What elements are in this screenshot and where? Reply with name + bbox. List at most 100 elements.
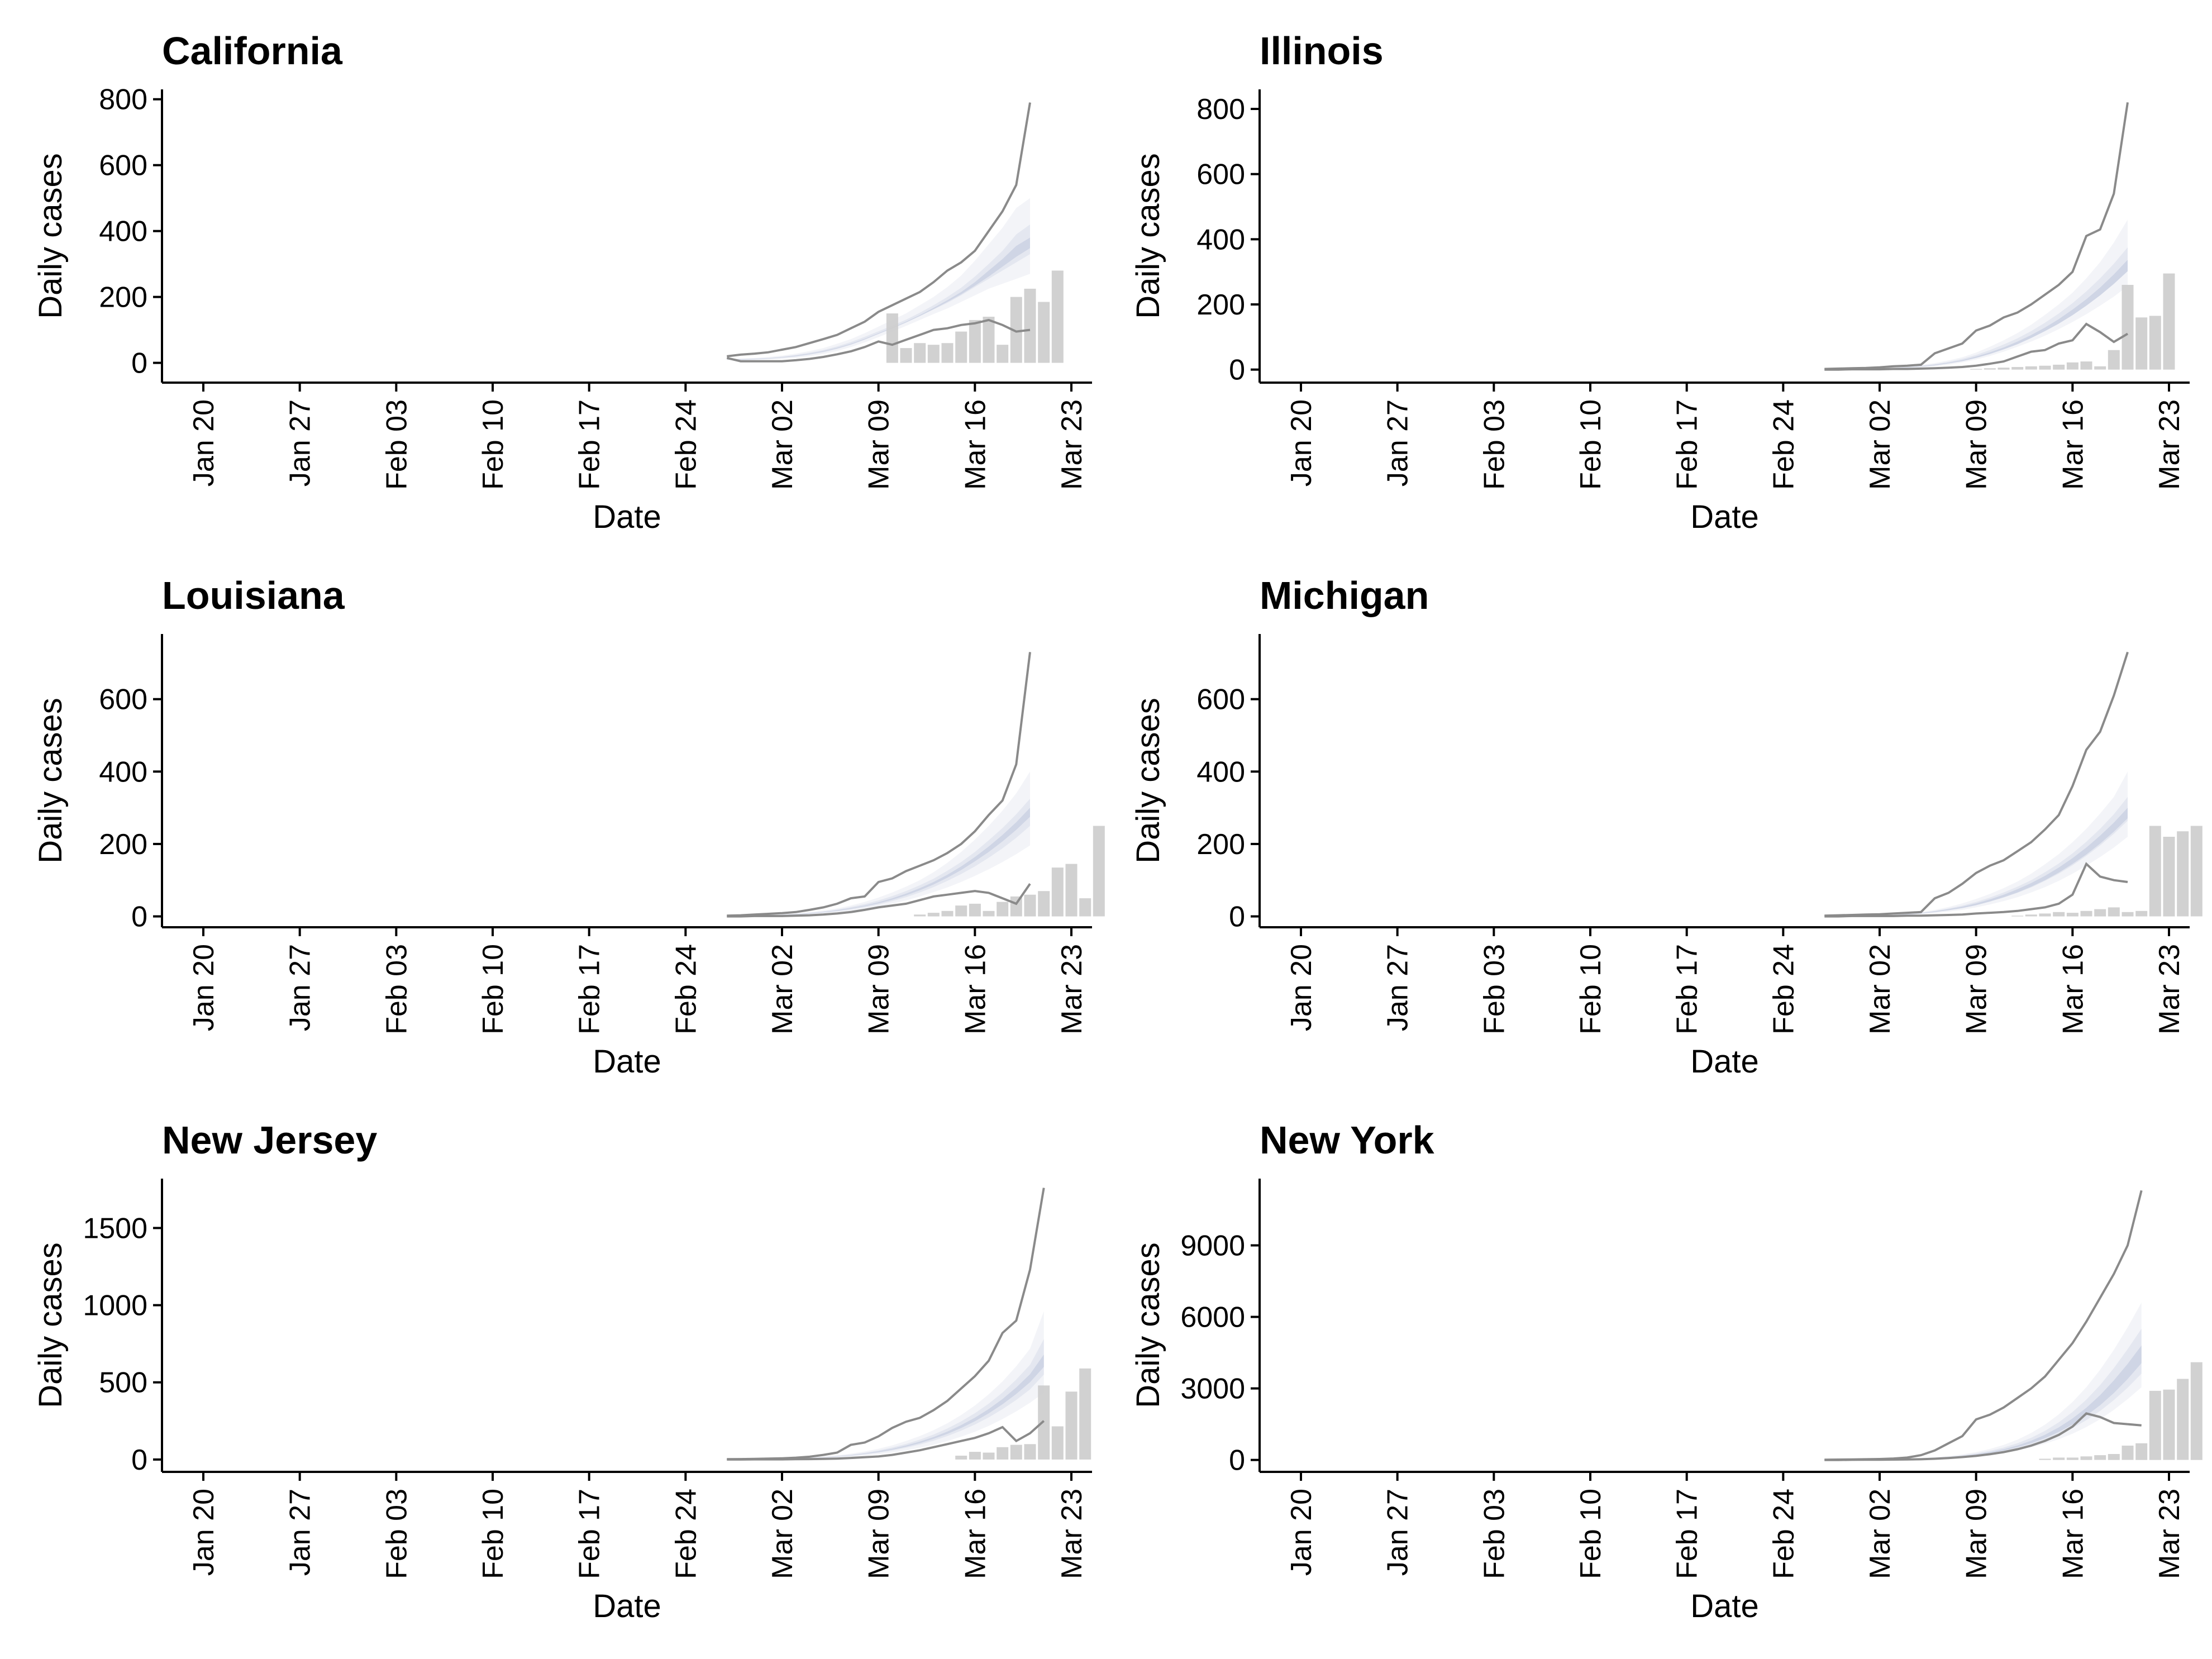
band-mid xyxy=(727,798,1030,916)
panel-title: California xyxy=(162,29,343,73)
lower-bound-line xyxy=(727,1420,1045,1461)
case-bar xyxy=(2122,912,2134,917)
chart-panel-4: New Jersey 0 500 1000 1500 Jan 20 Jan 27 Feb 03… xyxy=(32,1118,1092,1624)
y-axis-title: Daily cases xyxy=(32,153,69,319)
x-tick-label: Jan 27 xyxy=(1382,399,1414,487)
case-bar xyxy=(2066,913,2078,917)
y-axis-title: Daily cases xyxy=(1130,1242,1166,1408)
chart-panel-2: Louisiana 0 200 400 600 Jan 20 Jan 27 Feb 03 Feb… xyxy=(32,574,1105,1080)
x-tick-label: Mar 02 xyxy=(1864,944,1896,1035)
lower-bound-line xyxy=(1824,322,2129,371)
x-tick-label: Mar 09 xyxy=(863,1489,895,1579)
x-tick-label: Mar 09 xyxy=(1961,944,1993,1035)
case-bar xyxy=(1010,297,1022,363)
x-tick-label: Jan 27 xyxy=(284,1489,317,1576)
y-tick-label: 500 xyxy=(99,1367,147,1399)
case-bar xyxy=(1024,288,1036,363)
band-outer xyxy=(727,771,1030,917)
y-tick-label: 400 xyxy=(1196,756,1245,788)
x-tick-label: Mar 16 xyxy=(959,1489,991,1579)
y-tick-label: 400 xyxy=(99,216,147,248)
case-bar xyxy=(969,320,981,363)
y-tick-label: 200 xyxy=(99,282,147,314)
case-bar xyxy=(1038,1385,1050,1460)
x-tick-label: Mar 16 xyxy=(2057,944,2089,1035)
x-tick-label: Feb 17 xyxy=(1671,1489,1704,1579)
case-bar xyxy=(2025,914,2037,917)
x-tick-label: Feb 03 xyxy=(1478,1489,1510,1579)
case-bar xyxy=(2163,837,2175,917)
chart-panel-3: Michigan 0 200 400 600 Jan 20 Jan 27 Feb 03 Feb … xyxy=(1130,574,2203,1080)
x-tick-label: Mar 16 xyxy=(2057,1489,2089,1579)
case-bar xyxy=(914,343,926,363)
case-bar xyxy=(955,331,967,363)
x-tick-label: Mar 16 xyxy=(2057,399,2089,490)
x-tick-label: Mar 23 xyxy=(2153,1489,2186,1579)
x-tick-label: Jan 20 xyxy=(1285,399,1318,487)
y-axis-title: Daily cases xyxy=(1130,153,1166,319)
y-axis-title: Daily cases xyxy=(1130,698,1166,864)
x-tick-label: Mar 23 xyxy=(2153,399,2186,490)
case-bar xyxy=(1024,1444,1036,1460)
case-bar xyxy=(2080,1456,2092,1460)
case-bar xyxy=(941,910,954,917)
case-bar xyxy=(886,313,898,363)
x-tick-label: Mar 16 xyxy=(959,399,991,490)
chart-panel-5: New York 0 3000 6000 9000 Jan 20 Jan 27 Feb 03 F… xyxy=(1130,1118,2203,1624)
case-bar xyxy=(1010,1445,1022,1460)
x-tick-label: Mar 02 xyxy=(766,1489,799,1579)
case-bar xyxy=(1024,894,1036,917)
y-tick-label: 1500 xyxy=(83,1212,147,1245)
y-tick-label: 0 xyxy=(1229,354,1245,387)
upper-bound-line xyxy=(1824,102,2129,370)
y-tick-label: 600 xyxy=(99,150,147,182)
case-bar xyxy=(1984,368,1996,370)
band-inner xyxy=(727,808,1030,916)
case-bar xyxy=(1065,864,1078,917)
y-axis-title: Daily cases xyxy=(32,1242,69,1408)
case-bar xyxy=(955,1456,967,1460)
case-bar xyxy=(2011,367,2024,370)
x-tick-label: Mar 16 xyxy=(959,944,991,1035)
x-tick-label: Mar 09 xyxy=(1961,399,1993,490)
case-bar xyxy=(969,903,981,917)
case-bar xyxy=(969,1452,981,1460)
x-tick-label: Feb 17 xyxy=(1671,399,1704,490)
y-tick-label: 600 xyxy=(99,684,147,716)
panel-title: New York xyxy=(1260,1118,1434,1162)
case-bar xyxy=(2163,273,2175,370)
case-bar xyxy=(2053,912,2065,917)
upper-bound-line xyxy=(1824,651,2129,917)
x-tick-label: Jan 20 xyxy=(188,1489,220,1576)
case-bar xyxy=(2025,366,2037,370)
case-bar xyxy=(2039,1458,2051,1460)
case-bar xyxy=(1051,270,1064,363)
case-bar xyxy=(2177,831,2189,917)
upper-bound-line xyxy=(727,652,1031,917)
x-tick-label: Jan 20 xyxy=(1285,1489,1318,1576)
panel-title: Louisiana xyxy=(162,574,345,617)
x-tick-label: Feb 03 xyxy=(380,944,413,1035)
x-tick-label: Mar 23 xyxy=(1056,1489,1088,1579)
case-bar xyxy=(1065,1391,1078,1460)
case-bar xyxy=(900,348,912,363)
y-tick-label: 1000 xyxy=(83,1290,147,1322)
panel-title: Michigan xyxy=(1260,574,1429,617)
case-bar xyxy=(2108,350,2120,370)
x-tick-label: Mar 02 xyxy=(766,399,799,490)
x-tick-label: Feb 24 xyxy=(1767,944,1800,1035)
y-tick-label: 0 xyxy=(131,901,147,933)
x-tick-label: Feb 24 xyxy=(1767,1489,1800,1579)
x-tick-label: Jan 20 xyxy=(1285,944,1318,1031)
case-bar xyxy=(2108,907,2120,917)
case-bar xyxy=(2163,1389,2175,1460)
case-bar xyxy=(2149,1390,2161,1460)
case-bar xyxy=(2066,1457,2078,1460)
x-tick-label: Mar 09 xyxy=(863,944,895,1035)
x-tick-label: Feb 03 xyxy=(380,1489,413,1579)
band-inner xyxy=(1824,260,2128,370)
case-bar xyxy=(2122,1446,2134,1460)
panel-title: Illinois xyxy=(1260,29,1384,73)
panel-title: New Jersey xyxy=(162,1118,377,1162)
case-bar xyxy=(2108,1454,2120,1460)
